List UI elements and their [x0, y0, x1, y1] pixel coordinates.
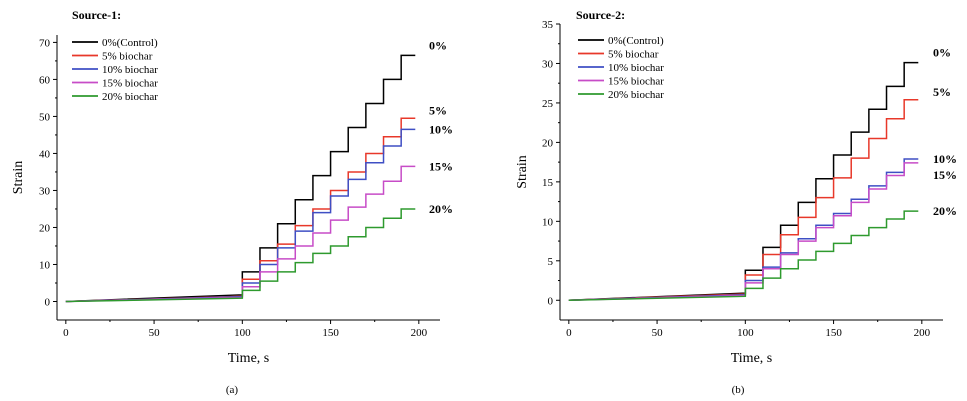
- series-line-1: [65, 54, 416, 303]
- y-tick-label: 40: [39, 148, 51, 160]
- panel-title: Source-1:: [72, 8, 121, 22]
- legend-entry: 0%(Control): [102, 37, 158, 49]
- y-tick-label: 70: [39, 37, 51, 49]
- legend-entry: 5% biochar: [102, 51, 153, 63]
- y-axis-title: Strain: [515, 155, 530, 188]
- y-tick-label: 25: [542, 98, 554, 110]
- series-end-label: 10%: [429, 122, 453, 136]
- series-line-2: [65, 117, 416, 303]
- series-end-label: 5%: [933, 85, 951, 99]
- legend-entry: 15% biochar: [608, 76, 664, 88]
- y-tick-label: 10: [39, 259, 51, 271]
- y-tick-label: 60: [39, 74, 51, 86]
- series-line-3: [568, 158, 919, 302]
- y-tick-label: 30: [542, 58, 554, 70]
- series-end-label: 0%: [429, 38, 447, 52]
- x-tick-label: 150: [825, 327, 842, 339]
- series-end-label: 20%: [933, 204, 957, 218]
- legend-entry: 10% biochar: [102, 64, 158, 76]
- y-tick-label: 10: [542, 216, 554, 228]
- y-tick-label: 0: [45, 296, 51, 308]
- legend-entry: 0%(Control): [608, 35, 664, 47]
- x-tick-label: 150: [322, 327, 339, 339]
- series-end-label: 0%: [933, 46, 951, 60]
- legend-entry: 15% biochar: [102, 78, 158, 90]
- series-end-label: 15%: [429, 159, 453, 173]
- chart-panel-1: 0 50 100 150 200 0 10 20 30 40 50 60 70 Time, s Strain…: [11, 8, 453, 396]
- series-line-3: [65, 128, 416, 303]
- series-end-label: 15%: [933, 168, 957, 182]
- x-tick-label: 50: [652, 327, 664, 339]
- x-tick-label: 100: [737, 327, 754, 339]
- legend-entry: 20% biochar: [608, 89, 664, 101]
- series-line-2: [568, 99, 919, 302]
- y-tick-label: 30: [39, 185, 51, 197]
- x-tick-label: 50: [149, 327, 161, 339]
- x-tick-label: 200: [411, 327, 428, 339]
- x-tick-label: 100: [234, 327, 251, 339]
- y-axis-title: Strain: [11, 161, 26, 194]
- y-tick-label: 50: [39, 111, 51, 123]
- panel-caption: (a): [226, 384, 239, 396]
- series-line-4: [568, 162, 919, 302]
- legend-entry: 10% biochar: [608, 62, 664, 74]
- x-tick-label: 0: [566, 327, 572, 339]
- legend-entry: 20% biochar: [102, 91, 158, 103]
- y-tick-label: 15: [542, 177, 554, 189]
- series-end-label: 20%: [429, 202, 453, 216]
- y-tick-label: 0: [548, 295, 554, 307]
- y-tick-label: 20: [39, 222, 51, 234]
- x-tick-label: 200: [914, 327, 931, 339]
- y-tick-label: 20: [542, 137, 554, 149]
- y-tick-label: 5: [548, 256, 554, 268]
- x-tick-label: 0: [63, 327, 69, 339]
- panel-title: Source-2:: [576, 8, 625, 22]
- legend-entry: 5% biochar: [608, 49, 659, 61]
- panel-caption: (b): [732, 384, 745, 396]
- series-end-label: 10%: [933, 152, 957, 166]
- series-end-label: 5%: [429, 103, 447, 117]
- series-line-4: [65, 165, 416, 303]
- series-line-5: [568, 210, 919, 302]
- series-line-5: [65, 208, 416, 303]
- y-tick-label: 35: [542, 19, 554, 31]
- chart-panel-2: 0 50 100 150 200 0 5 10 15 20 25 30 35 Time, s Strain S…: [515, 8, 957, 396]
- x-axis-title: Time, s: [731, 351, 773, 366]
- x-axis-title: Time, s: [228, 351, 270, 366]
